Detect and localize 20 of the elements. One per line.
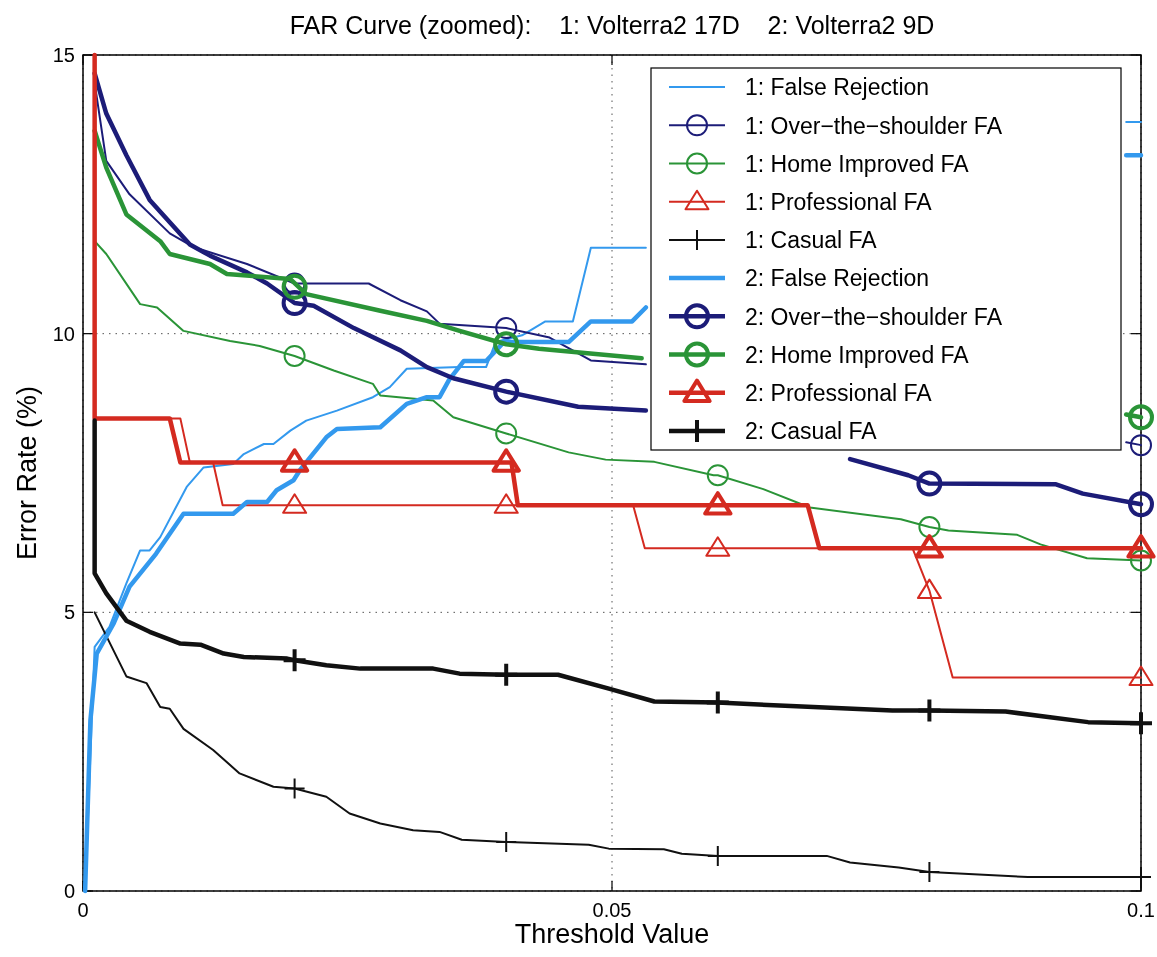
- legend-label: 1: Home Improved FA: [745, 150, 970, 177]
- y-tick-label: 0: [63, 880, 75, 902]
- y-axis-title: Error Rate (%): [12, 385, 42, 561]
- legend-label: 2: False Rejection: [745, 265, 930, 292]
- x-tick-label: 0.05: [592, 899, 632, 921]
- legend-label: 2: Casual FA: [745, 418, 878, 445]
- y-tick-label: 5: [63, 601, 75, 624]
- x-axis-title: Threshold Value: [514, 919, 710, 949]
- x-tick-label: 0.1: [1127, 899, 1155, 921]
- legend-label: 1: Casual FA: [745, 227, 878, 254]
- legend-label: 2: Over−the−shoulder FA: [745, 303, 1003, 330]
- y-tick-label: 15: [52, 44, 75, 66]
- legend-label: 1: Professional FA: [745, 188, 933, 215]
- legend-label: 2: Home Improved FA: [745, 341, 970, 368]
- legend-label: 1: Over−the−shoulder FA: [745, 112, 1003, 139]
- chart-title: FAR Curve (zoomed): 1: Volterra2 17D 2: Volterra2 9D: [289, 11, 935, 39]
- x-tick-label: 0: [77, 899, 89, 921]
- y-tick-label: 10: [52, 322, 75, 345]
- legend-label: 2: Professional FA: [745, 379, 933, 406]
- legend-label: 1: False Rejection: [745, 74, 930, 101]
